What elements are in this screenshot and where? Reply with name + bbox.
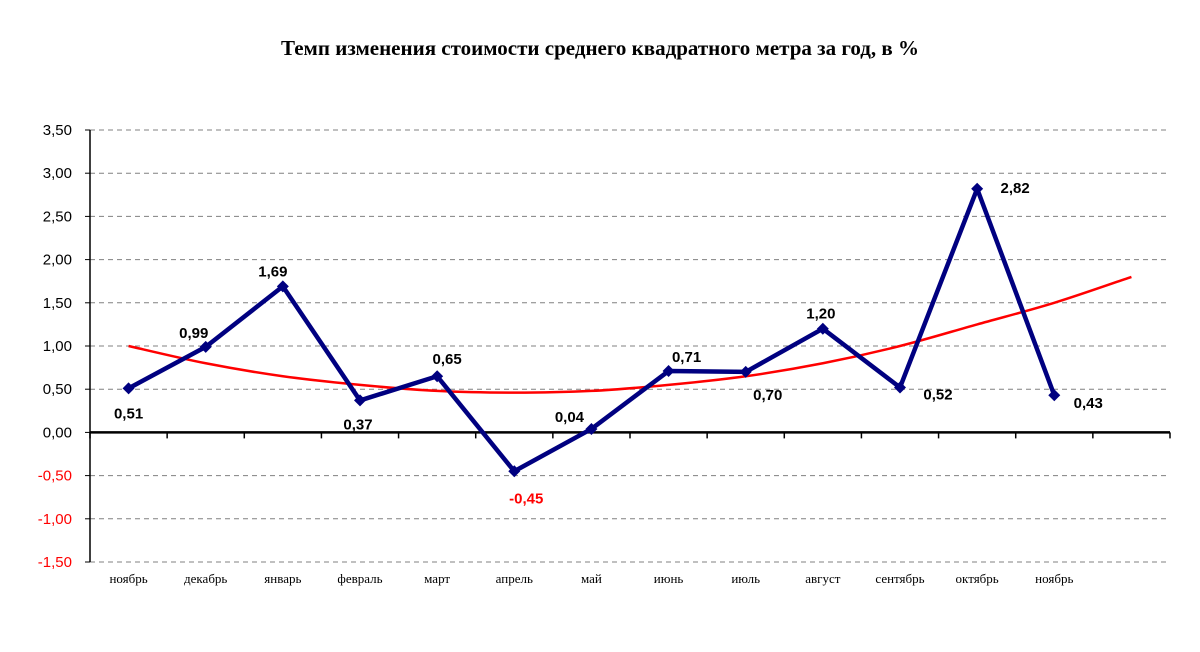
x-tick-label: март <box>424 571 450 586</box>
data-point-marker <box>508 465 521 478</box>
x-tick-label: июнь <box>654 571 684 586</box>
y-tick-label: 1,00 <box>43 338 72 355</box>
data-point-marker <box>662 365 675 378</box>
trendline-layer <box>128 275 1132 394</box>
gridlines <box>90 129 1170 563</box>
y-tick-label: 1,50 <box>43 295 72 312</box>
data-point-marker <box>739 365 752 378</box>
chart-title: Темп изменения стоимости среднего квадра… <box>281 36 919 60</box>
x-tick-label: ноябрь <box>109 571 147 586</box>
data-point-marker <box>894 381 906 394</box>
data-label: 1,20 <box>806 306 835 323</box>
series-layer <box>122 182 1061 478</box>
x-tick-label: декабрь <box>184 571 227 586</box>
y-tick-label: 2,50 <box>43 208 72 225</box>
x-tick-labels: ноябрь декабрь январь февраль март апрель май и… <box>109 571 1073 586</box>
data-label: 2,82 <box>1001 180 1030 197</box>
y-tick-labels: 3,50 3,00 2,50 2,00 1,50 1,00 0,50 0,00 -0,50 -1,… <box>38 122 72 571</box>
axes <box>85 129 1171 563</box>
data-point-marker <box>354 394 366 407</box>
data-label: 0,65 <box>433 351 462 368</box>
x-tick-label: ноябрь <box>1035 571 1073 586</box>
data-point-marker <box>276 280 289 293</box>
y-tick-label: -0,50 <box>38 468 72 485</box>
y-tick-label: 0,50 <box>43 381 72 398</box>
y-tick-label: -1,50 <box>38 554 72 571</box>
data-label: -0,45 <box>509 490 543 507</box>
x-tick-label: февраль <box>337 571 382 586</box>
x-tick-label: январь <box>264 571 301 586</box>
data-label: 0,43 <box>1074 395 1103 412</box>
data-labels: 0,51 0,99 1,69 0,37 0,65 -0,45 0,04 0,71 0,70 1,2… <box>114 180 1103 508</box>
data-point-marker <box>122 382 135 395</box>
data-label: 0,99 <box>179 325 208 342</box>
y-tick-label: 0,00 <box>43 424 72 441</box>
x-tick-label: май <box>581 571 602 586</box>
data-label: 1,69 <box>258 263 287 280</box>
data-label: 0,70 <box>753 387 782 404</box>
data-point-marker <box>816 322 829 335</box>
data-label: 0,51 <box>114 405 143 422</box>
y-tick-label: 2,00 <box>43 252 72 269</box>
data-label: 0,37 <box>343 416 372 433</box>
y-tick-label: 3,00 <box>43 165 72 182</box>
x-tick-label: август <box>805 571 841 586</box>
y-tick-label: 3,50 <box>43 122 72 139</box>
trendline <box>128 275 1132 394</box>
x-tick-label: июль <box>731 571 760 586</box>
data-point-marker <box>971 182 984 195</box>
data-label: 0,52 <box>923 386 952 403</box>
data-point-marker <box>585 422 598 435</box>
y-tick-label: -1,00 <box>38 511 72 528</box>
data-label: 0,04 <box>555 409 585 426</box>
x-tick-label: октябрь <box>956 571 999 586</box>
data-point-marker <box>431 370 444 383</box>
x-tick-label: апрель <box>496 571 533 586</box>
x-tick-label: сентябрь <box>875 571 924 586</box>
data-point-marker <box>1048 389 1061 402</box>
data-point-marker <box>199 340 212 353</box>
data-label: 0,71 <box>672 349 701 366</box>
